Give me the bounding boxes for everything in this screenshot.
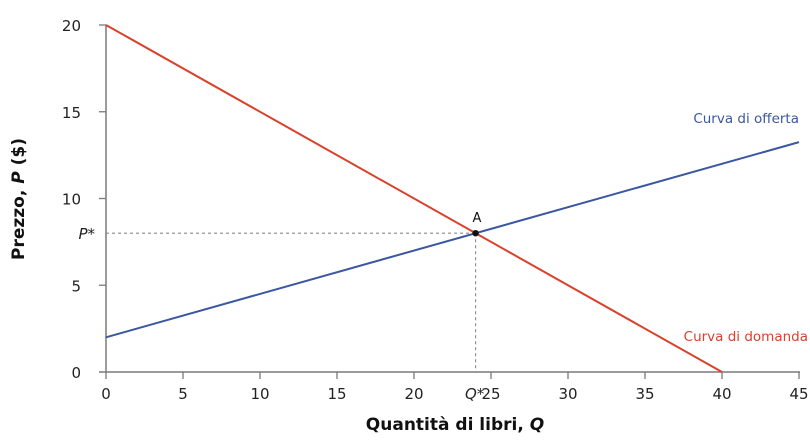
axes bbox=[99, 24, 800, 379]
x-tick-label: 45 bbox=[789, 385, 808, 403]
y-axis-title: Prezzo, P ($) bbox=[9, 138, 29, 260]
series-lines bbox=[105, 24, 800, 373]
supply-curve-label: Curva di offerta bbox=[693, 111, 799, 127]
x-tick-label: 40 bbox=[712, 385, 731, 403]
x-tick-label: 0 bbox=[101, 385, 111, 403]
y-tick-label: 10 bbox=[62, 191, 81, 209]
x-axis-title: Quantità di libri, Q bbox=[366, 415, 544, 435]
supply-curve bbox=[105, 141, 800, 339]
demand-curve bbox=[105, 24, 723, 373]
equilibrium-point-label: A bbox=[473, 211, 482, 226]
equilibrium-guides bbox=[106, 232, 477, 372]
equilibrium-point bbox=[472, 230, 479, 237]
x-tick-label: 20 bbox=[404, 385, 423, 403]
demand-curve-label: Curva di domanda bbox=[684, 329, 808, 345]
q-star-label: Q* bbox=[465, 385, 485, 403]
x-tick-label: 25 bbox=[481, 385, 500, 403]
x-tick-label: 30 bbox=[558, 385, 577, 403]
x-tick-label: 5 bbox=[178, 385, 188, 403]
y-tick-label: 20 bbox=[62, 17, 81, 35]
y-tick-label: 5 bbox=[71, 277, 81, 295]
x-tick-label: 10 bbox=[250, 385, 269, 403]
p-star-label: P* bbox=[78, 225, 95, 243]
x-tick-label: 15 bbox=[327, 385, 346, 403]
tick-labels: 0 5 10 15 20 25 30 35 40 45 0 5 10 15 20 P* Q* bbox=[62, 17, 809, 403]
x-tick-label: 35 bbox=[635, 385, 654, 403]
y-tick-label: 15 bbox=[62, 104, 81, 122]
y-tick-label: 0 bbox=[71, 364, 81, 382]
